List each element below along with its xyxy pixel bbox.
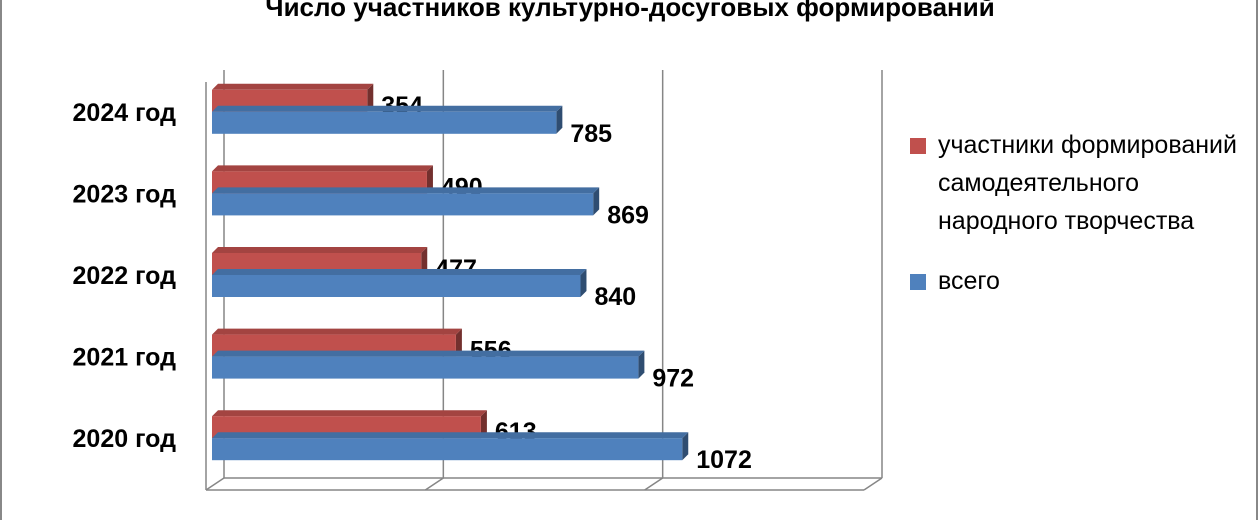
- gridline-floor: [205, 477, 225, 491]
- bar-top-participants: [212, 328, 462, 335]
- legend-label-total: всего: [938, 267, 1000, 295]
- data-label-total: 972: [652, 365, 694, 393]
- data-label-total: 869: [607, 201, 649, 229]
- bar-side-total: [638, 350, 645, 379]
- category-label: 2020 год: [73, 425, 177, 453]
- chart-title: Число участников культурно-досуговых фор…: [265, 0, 995, 22]
- bar-top-participants: [212, 83, 374, 90]
- data-label-total: 840: [594, 283, 636, 311]
- bar-side-total: [556, 105, 563, 134]
- bar-side-participants: [421, 247, 428, 275]
- legend: участники формирований самодеятельного н…: [910, 126, 1255, 300]
- bar-top-participants: [212, 410, 487, 417]
- bar-side-total: [682, 432, 689, 461]
- gridline-floor: [644, 477, 664, 491]
- bar-top-total: [212, 432, 689, 439]
- bar-top-total: [212, 105, 563, 112]
- gridline-floor: [424, 477, 444, 491]
- legend-swatch-participants: [910, 138, 926, 154]
- category-label: 2023 год: [73, 180, 177, 208]
- bar-side-participants: [426, 165, 433, 194]
- bar-side-total: [593, 187, 600, 216]
- bar-top-total: [212, 350, 645, 357]
- bar-total: [212, 193, 594, 216]
- bar-side-total: [580, 269, 587, 297]
- bar-total: [212, 111, 557, 134]
- legend-item-total: всего: [910, 262, 1255, 300]
- category-label: 2024 год: [73, 99, 177, 127]
- category-label: 2021 год: [73, 344, 177, 372]
- bar-top-total: [212, 187, 600, 194]
- category-label: 2022 год: [73, 262, 177, 290]
- bar-total: [212, 356, 639, 379]
- bar-side-participants: [455, 328, 462, 357]
- data-label-total: 785: [570, 120, 612, 148]
- bar-side-participants: [367, 83, 374, 112]
- legend-item-participants: участники формирований самодеятельного н…: [910, 126, 1255, 240]
- bar-side-participants: [480, 410, 487, 439]
- data-label-total: 1072: [696, 446, 752, 474]
- gridline-floor: [863, 477, 883, 491]
- bar-top-total: [212, 269, 587, 275]
- bar-top-participants: [212, 247, 428, 253]
- bar-top-participants: [212, 165, 433, 172]
- legend-swatch-total: [910, 274, 926, 290]
- legend-label-participants: участники формирований самодеятельного н…: [938, 131, 1237, 235]
- bar-total: [212, 275, 581, 297]
- bar-total: [212, 438, 683, 461]
